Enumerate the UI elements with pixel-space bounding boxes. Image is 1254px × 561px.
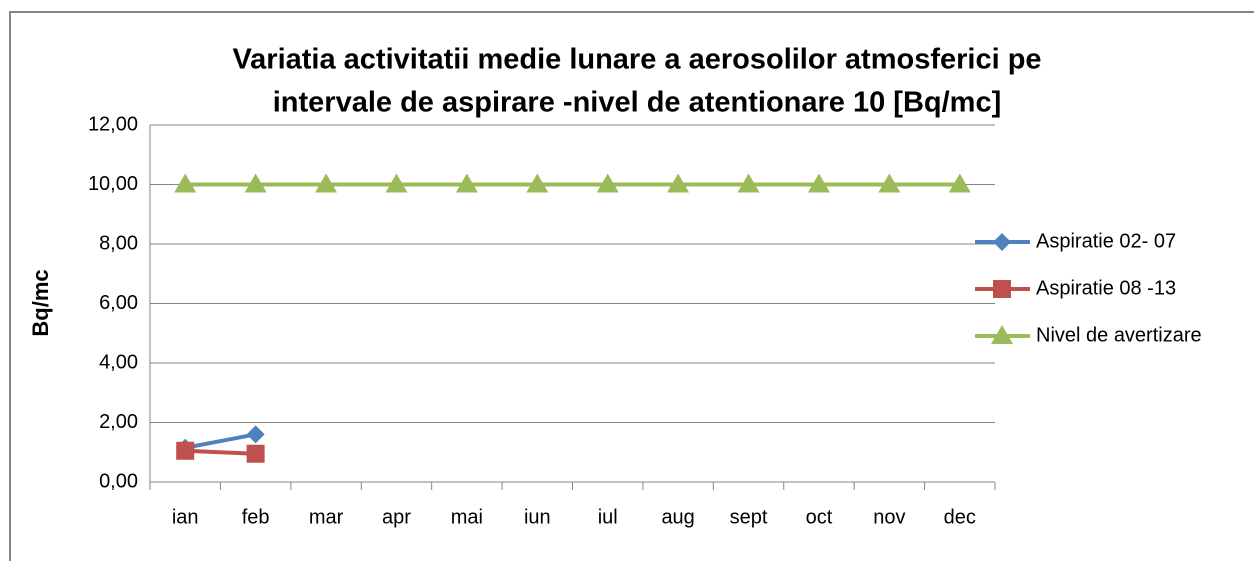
series-line — [185, 448, 256, 456]
point — [948, 173, 971, 193]
y-tick-label: 0,00 — [99, 470, 138, 492]
x-tick-label: apr — [382, 506, 411, 528]
series-line — [184, 432, 256, 450]
legend-marker — [993, 280, 1011, 298]
x-tick-label: aug — [661, 506, 694, 528]
chart-title: Variatia activitatii medie lunare a aero… — [232, 44, 1041, 76]
point — [667, 173, 690, 193]
chart-frame — [9, 11, 1254, 561]
point — [526, 173, 549, 193]
point — [807, 173, 830, 193]
legend-label: Aspiratie 08 -13 — [1036, 277, 1176, 299]
point — [455, 173, 478, 193]
x-tick-label: feb — [242, 506, 270, 528]
legend-marker — [993, 233, 1011, 251]
legend-label: Nivel de avertizare — [1036, 324, 1202, 346]
point — [737, 173, 760, 193]
y-axis-title: Bq/mc — [28, 269, 53, 336]
x-tick-label: oct — [806, 506, 833, 528]
chart-title: intervale de aspirare -nivel de atention… — [273, 87, 1001, 119]
y-tick-label: 10,00 — [88, 173, 138, 195]
y-tick-label: 2,00 — [99, 411, 138, 433]
legend-marker — [991, 325, 1013, 344]
y-tick-label: 8,00 — [99, 232, 138, 254]
x-tick-label: mai — [451, 506, 483, 528]
point — [315, 173, 338, 193]
y-tick-label: 4,00 — [99, 351, 138, 373]
point — [878, 173, 901, 193]
point — [596, 173, 619, 193]
x-tick-label: ian — [172, 506, 199, 528]
point — [246, 444, 265, 463]
x-tick-label: iun — [524, 506, 551, 528]
x-tick-label: dec — [944, 506, 976, 528]
x-tick-label: mar — [309, 506, 344, 528]
point — [246, 425, 265, 444]
point — [176, 441, 195, 460]
legend-label: Aspiratie 02- 07 — [1036, 230, 1176, 252]
point — [174, 173, 197, 193]
y-tick-label: 12,00 — [88, 113, 138, 135]
point — [244, 173, 267, 193]
x-tick-label: nov — [873, 506, 905, 528]
x-tick-label: iul — [598, 506, 618, 528]
point — [385, 173, 408, 193]
x-tick-label: sept — [730, 506, 768, 528]
y-tick-label: 6,00 — [99, 292, 138, 314]
